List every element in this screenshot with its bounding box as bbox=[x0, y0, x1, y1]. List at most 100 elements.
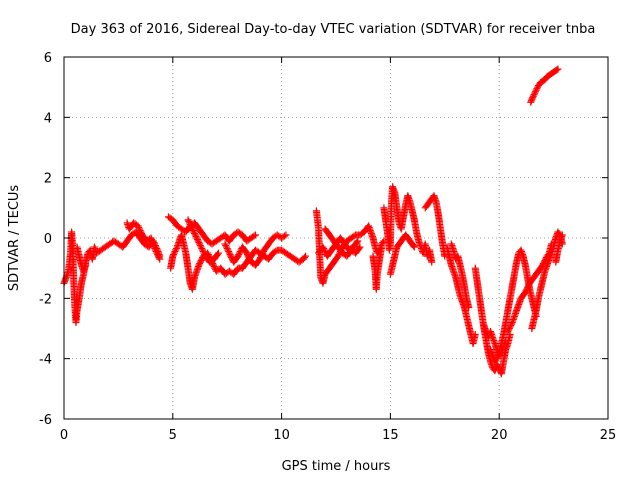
data-point bbox=[197, 243, 205, 251]
data-point bbox=[154, 251, 162, 259]
data-point bbox=[523, 284, 531, 292]
y-tick-label: 4 bbox=[44, 111, 52, 126]
data-point bbox=[197, 257, 205, 265]
data-point bbox=[236, 249, 244, 257]
data-point bbox=[355, 244, 363, 252]
data-point bbox=[505, 326, 513, 334]
y-tick-label: -2 bbox=[39, 292, 52, 307]
data-point bbox=[528, 95, 536, 103]
data-point bbox=[410, 243, 418, 251]
data-point bbox=[465, 303, 473, 311]
data-point bbox=[302, 252, 310, 260]
data-point bbox=[184, 216, 192, 224]
data-point bbox=[151, 246, 159, 254]
data-point bbox=[471, 331, 479, 339]
data-point bbox=[226, 251, 234, 259]
data-point bbox=[153, 249, 161, 257]
axis-ticks bbox=[63, 56, 609, 420]
data-point bbox=[428, 258, 436, 266]
y-tick-labels: -6 -4 -2 0 2 4 6 bbox=[39, 51, 52, 428]
data-point bbox=[257, 252, 265, 260]
data-point bbox=[234, 252, 242, 260]
data-point bbox=[193, 236, 201, 244]
data-point bbox=[199, 246, 207, 254]
y-tick-label: -4 bbox=[39, 353, 52, 368]
data-point bbox=[522, 287, 530, 295]
data-point bbox=[256, 255, 264, 263]
data-point bbox=[529, 94, 537, 102]
data-point bbox=[281, 232, 289, 240]
data-point bbox=[214, 249, 222, 257]
data-point bbox=[258, 251, 266, 259]
data-point bbox=[185, 217, 193, 225]
data-point bbox=[135, 223, 143, 231]
data-point bbox=[505, 325, 513, 332]
data-point bbox=[223, 245, 231, 253]
data-point bbox=[504, 328, 512, 336]
data-point bbox=[196, 242, 204, 250]
data-point bbox=[195, 261, 203, 269]
data-point bbox=[259, 249, 267, 257]
data-point bbox=[135, 225, 143, 233]
data-point bbox=[379, 239, 387, 247]
x-axis-label: GPS time / hours bbox=[282, 459, 391, 474]
data-point bbox=[185, 219, 193, 227]
data-point bbox=[554, 65, 562, 73]
x-tick-labels: 0 5 10 15 20 25 bbox=[60, 428, 616, 443]
data-point bbox=[245, 254, 253, 262]
data-point bbox=[334, 252, 342, 260]
y-tick-label: -6 bbox=[39, 413, 52, 428]
data-point bbox=[154, 252, 162, 260]
data-point bbox=[137, 228, 145, 236]
data-point bbox=[169, 252, 177, 260]
data-point bbox=[188, 223, 196, 231]
data-point bbox=[222, 242, 230, 250]
data-point bbox=[243, 249, 251, 257]
data-point bbox=[190, 228, 198, 236]
data-point bbox=[354, 237, 362, 245]
data-point bbox=[492, 356, 500, 364]
data-point bbox=[227, 252, 235, 260]
x-tick-label: 10 bbox=[273, 428, 290, 443]
data-point bbox=[170, 251, 178, 259]
data-point bbox=[225, 248, 233, 256]
data-point bbox=[353, 238, 361, 246]
data-point bbox=[524, 282, 532, 290]
y-axis-label: SDTVAR / TECUs bbox=[7, 185, 22, 292]
data-point bbox=[521, 288, 529, 296]
data-point bbox=[235, 251, 243, 259]
data-point bbox=[530, 91, 538, 99]
data-point bbox=[246, 255, 254, 263]
data-point bbox=[192, 232, 200, 240]
data-point bbox=[196, 258, 204, 266]
data-point bbox=[155, 254, 163, 262]
data-point bbox=[224, 246, 232, 254]
data-point bbox=[199, 248, 207, 256]
data-point bbox=[319, 243, 327, 251]
data-point bbox=[506, 323, 514, 331]
data-point bbox=[222, 243, 230, 251]
data-point bbox=[320, 246, 328, 254]
data-point bbox=[136, 226, 144, 234]
data-point bbox=[198, 245, 206, 253]
data-point bbox=[186, 220, 194, 228]
data-point bbox=[196, 260, 204, 268]
data-point bbox=[244, 251, 252, 259]
data-point bbox=[356, 243, 364, 251]
data-point bbox=[191, 231, 199, 239]
data-point bbox=[196, 240, 204, 248]
data-point bbox=[225, 249, 233, 257]
data-point bbox=[558, 231, 566, 239]
data-point bbox=[531, 88, 539, 96]
data-points bbox=[60, 65, 566, 378]
data-point bbox=[187, 222, 195, 230]
data-point bbox=[198, 255, 206, 263]
data-point bbox=[156, 255, 164, 263]
data-point bbox=[189, 226, 197, 234]
data-point bbox=[378, 243, 386, 251]
data-point bbox=[172, 246, 180, 254]
data-point bbox=[171, 248, 179, 256]
data-point bbox=[193, 234, 201, 242]
data-point bbox=[300, 254, 308, 262]
data-point bbox=[320, 245, 328, 253]
